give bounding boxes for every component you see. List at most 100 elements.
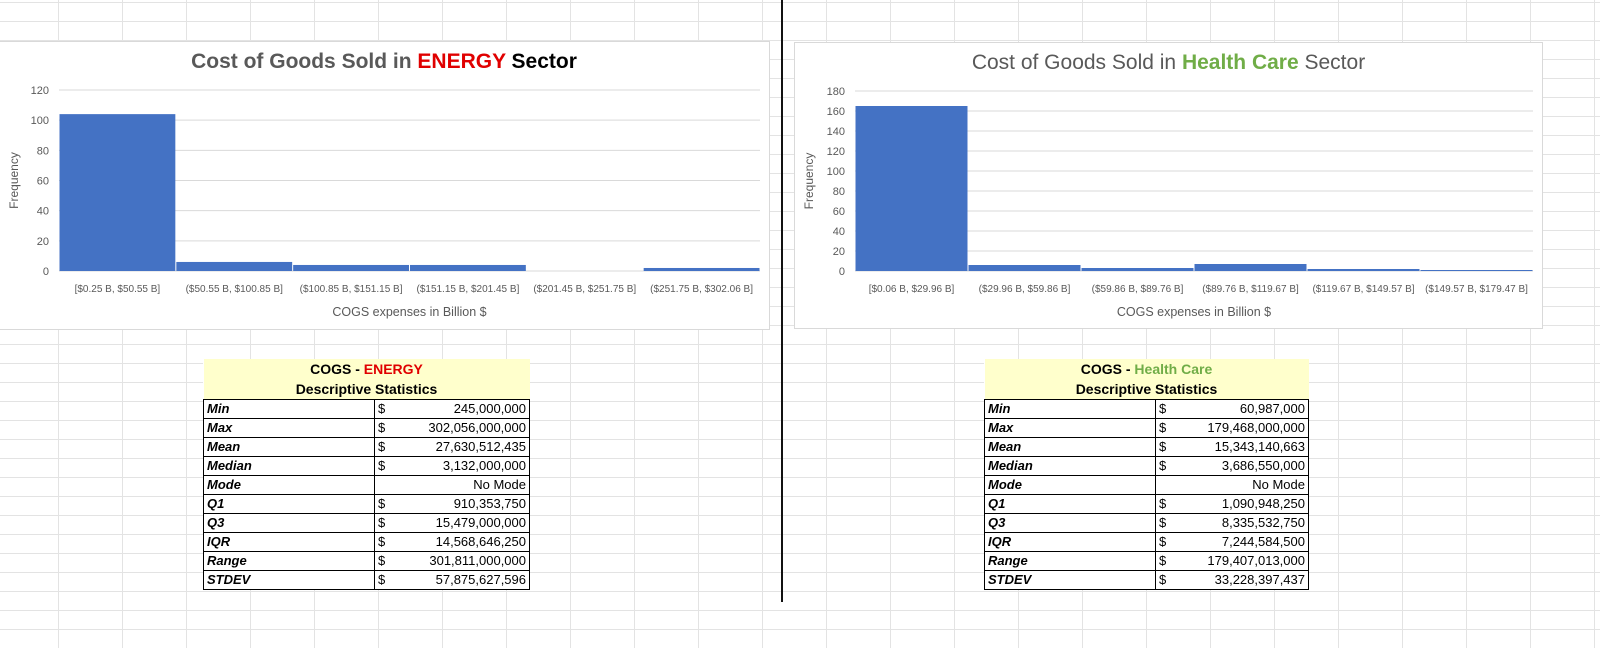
energy-bar[interactable] xyxy=(59,114,176,271)
energy-bar[interactable] xyxy=(643,267,760,271)
health-stat-value: 3,686,550,000 xyxy=(1170,456,1309,476)
energy-currency-symbol: $ xyxy=(374,456,389,476)
health-ytick-label: 140 xyxy=(827,126,845,138)
health-currency-symbol: $ xyxy=(1155,494,1170,514)
energy-histogram-chart[interactable]: Cost of Goods Sold in ENERGY Sector 0 20 4… xyxy=(0,41,770,330)
health-plot-area: 0 20 40 60 80 100 120 140 160 180 [$0.06 B, $29.96… xyxy=(802,86,1533,319)
energy-table-subtitle: Descriptive Statistics xyxy=(203,379,530,400)
energy-table-title-row: COGS - ENERGY xyxy=(203,359,530,379)
energy-stat-value: 14,568,646,250 xyxy=(389,532,530,552)
health-ytick-label: 40 xyxy=(833,226,845,238)
health-ytick-label: 120 xyxy=(827,146,845,158)
table-row: Min $60,987,000 xyxy=(984,399,1309,419)
health-stat-label: Mean xyxy=(984,437,1156,457)
energy-xtick-label: ($201.45 B, $251.75 B] xyxy=(533,284,636,295)
health-care-histogram-chart[interactable]: Cost of Goods Sold in Health Care Sector… xyxy=(794,42,1543,329)
health-chart-title: Cost of Goods Sold in Health Care Sector xyxy=(795,51,1542,75)
health-stat-value: No Mode xyxy=(1155,475,1309,495)
energy-currency-symbol: $ xyxy=(374,437,389,457)
energy-stat-label: Median xyxy=(203,456,375,476)
energy-currency-symbol: $ xyxy=(374,399,389,419)
energy-stats-table: COGS - ENERGY Descriptive Statistics Min $2… xyxy=(203,359,530,590)
energy-currency-symbol: $ xyxy=(374,513,389,533)
energy-bar[interactable] xyxy=(410,264,526,271)
table-row: Max $302,056,000,000 xyxy=(203,418,530,438)
energy-stat-label: Min xyxy=(203,399,375,419)
health-title-highlight: Health Care xyxy=(1181,51,1299,74)
table-row: Range $179,407,013,000 xyxy=(984,551,1309,571)
health-stat-label: Median xyxy=(984,456,1156,476)
health-yaxis-title: Frequency xyxy=(802,153,816,210)
table-row: IQR $7,244,584,500 xyxy=(984,532,1309,552)
energy-ytick-label: 20 xyxy=(37,236,49,248)
energy-ytick-label: 0 xyxy=(43,266,49,278)
health-bar[interactable] xyxy=(1194,264,1307,271)
energy-stat-label: Q3 xyxy=(203,513,375,533)
table-row: IQR $14,568,646,250 xyxy=(203,532,530,552)
health-currency-symbol: $ xyxy=(1155,418,1170,438)
health-title-prefix: Cost of Goods Sold in xyxy=(971,51,1182,74)
table-row: Mode No Mode xyxy=(984,475,1309,495)
health-stat-value: 7,244,584,500 xyxy=(1170,532,1309,552)
health-stat-label: IQR xyxy=(984,532,1156,552)
energy-xaxis-title: COGS expenses in Billion $ xyxy=(332,305,486,319)
energy-ytick-label: 40 xyxy=(37,206,49,218)
health-table-subtitle: Descriptive Statistics xyxy=(984,379,1309,400)
health-bar[interactable] xyxy=(855,106,968,271)
health-table-title-row: COGS - Health Care xyxy=(984,359,1309,379)
table-row: Range $301,811,000,000 xyxy=(203,551,530,571)
table-row: Mean $27,630,512,435 xyxy=(203,437,530,457)
health-currency-symbol: $ xyxy=(1155,456,1170,476)
table-row: Median $3,132,000,000 xyxy=(203,456,530,476)
health-stat-value: 33,228,397,437 xyxy=(1170,570,1309,590)
table-row: Q3 $15,479,000,000 xyxy=(203,513,530,533)
health-xtick-label: ($89.76 B, $119.67 B] xyxy=(1202,284,1299,295)
energy-ytick-label: 80 xyxy=(37,145,49,157)
energy-stat-value: 910,353,750 xyxy=(389,494,530,514)
table-row: Min $245,000,000 xyxy=(203,399,530,419)
energy-bar[interactable] xyxy=(176,261,293,271)
health-table-subtitle-row: Descriptive Statistics xyxy=(984,379,1309,400)
health-table-title: COGS - Health Care xyxy=(984,359,1309,379)
health-stat-label: STDEV xyxy=(984,570,1156,590)
health-ytick-label: 20 xyxy=(833,246,845,258)
health-stat-label: Range xyxy=(984,551,1156,571)
table-row: Mode No Mode xyxy=(203,475,530,495)
energy-stat-value: 27,630,512,435 xyxy=(389,437,530,457)
energy-chart-title: Cost of Goods Sold in ENERGY Sector xyxy=(0,50,769,74)
health-xtick-label: ($29.96 B, $59.86 B] xyxy=(979,284,1071,295)
energy-ytick-label: 100 xyxy=(31,115,49,127)
health-bar[interactable] xyxy=(1420,270,1533,271)
energy-ytick-label: 120 xyxy=(31,85,49,97)
energy-stat-label: Max xyxy=(203,418,375,438)
health-ytick-label: 60 xyxy=(833,206,845,218)
health-currency-symbol: $ xyxy=(1155,437,1170,457)
health-bar[interactable] xyxy=(1081,268,1194,271)
energy-stat-value: 301,811,000,000 xyxy=(389,551,530,571)
energy-currency-symbol: $ xyxy=(374,494,389,514)
energy-bar[interactable] xyxy=(293,264,409,271)
energy-xtick-label: [$0.25 B, $50.55 B] xyxy=(75,284,161,295)
energy-stat-value: No Mode xyxy=(374,475,530,495)
health-currency-symbol: $ xyxy=(1155,532,1170,552)
energy-title-prefix: Cost of Goods Sold in xyxy=(191,50,418,73)
health-bar[interactable] xyxy=(968,265,1081,271)
health-stat-label: Q3 xyxy=(984,513,1156,533)
health-currency-symbol: $ xyxy=(1155,513,1170,533)
energy-stat-label: Mode xyxy=(203,475,375,495)
energy-currency-symbol: $ xyxy=(374,418,389,438)
energy-table-title-highlight: ENERGY xyxy=(363,361,423,377)
health-title-suffix: Sector xyxy=(1298,51,1366,74)
energy-stat-value: 245,000,000 xyxy=(389,399,530,419)
energy-table-subtitle-row: Descriptive Statistics xyxy=(203,379,530,400)
health-table-title-highlight: Health Care xyxy=(1134,361,1213,377)
table-row: Q3 $8,335,532,750 xyxy=(984,513,1309,533)
energy-currency-symbol: $ xyxy=(374,551,389,571)
energy-stat-value: 57,875,627,596 xyxy=(389,570,530,590)
health-xtick-label: ($149.57 B, $179.47 B] xyxy=(1425,284,1528,295)
table-row: Mean $15,343,140,663 xyxy=(984,437,1309,457)
health-currency-symbol: $ xyxy=(1155,399,1170,419)
health-bar[interactable] xyxy=(1307,269,1420,271)
energy-title-suffix: Sector xyxy=(505,50,577,73)
energy-xtick-label: ($251.75 B, $302.06 B] xyxy=(650,284,753,295)
